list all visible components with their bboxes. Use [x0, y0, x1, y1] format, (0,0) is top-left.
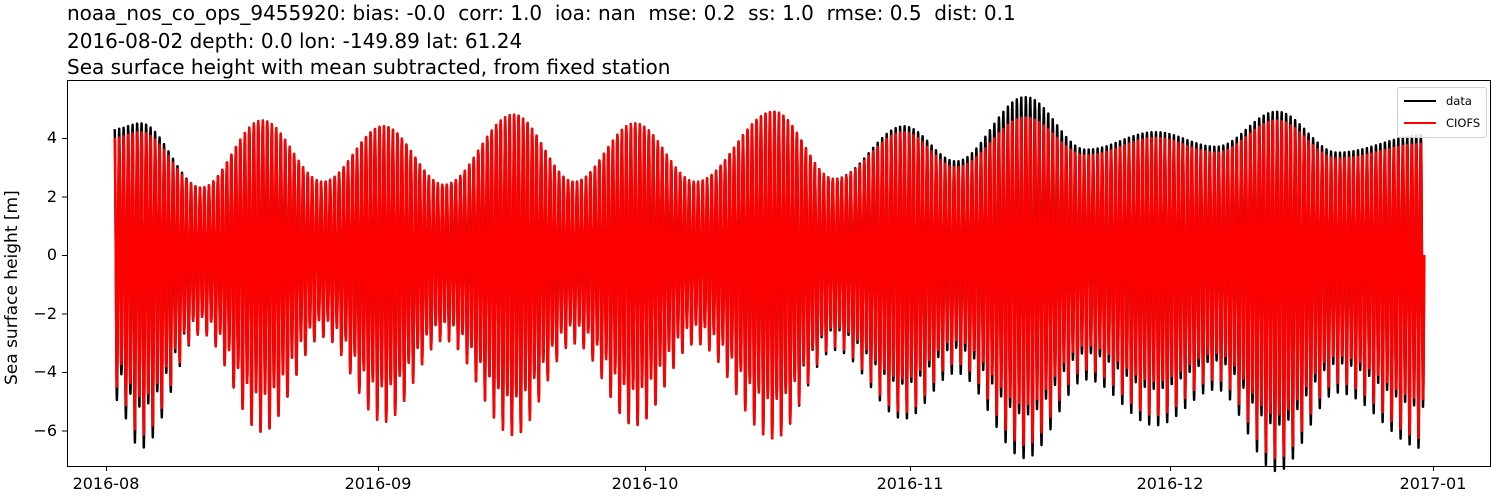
- tick-layer: [62, 138, 1434, 471]
- legend-item-ciofs: CIOFS: [1404, 115, 1480, 131]
- y-tick-label: −2: [33, 303, 57, 323]
- legend-label-ciofs: CIOFS: [1446, 116, 1481, 130]
- x-tick-label: 2017-01: [1399, 474, 1467, 493]
- y-tick-label: 2: [46, 186, 57, 206]
- y-tick-label: −4: [33, 362, 57, 381]
- legend-swatch-data: [1404, 100, 1436, 102]
- axes-frame: [67, 80, 1491, 467]
- x-tick-label: 2016-12: [1136, 474, 1204, 493]
- series-layer: [113, 95, 1426, 473]
- legend-item-data: data: [1404, 93, 1472, 109]
- x-tick-label: 2016-11: [876, 474, 944, 493]
- y-tick-label: 0: [46, 245, 57, 264]
- x-tick-label: 2016-09: [344, 474, 412, 493]
- x-tick-label: 2016-10: [611, 474, 679, 493]
- x-tick-label: 2016-08: [72, 474, 140, 493]
- chart-title-location: 2016-08-02 depth: 0.0 lon: -149.89 lat: …: [67, 29, 523, 53]
- legend: data CIOFS: [1397, 87, 1487, 138]
- chart-title-description: Sea surface height with mean subtracted,…: [67, 55, 671, 79]
- chart-title-metrics: noaa_nos_co_ops_9455920: bias: -0.0 corr…: [67, 1, 1016, 25]
- y-tick-label: 4: [46, 128, 57, 147]
- legend-swatch-ciofs: [1404, 122, 1436, 124]
- legend-label-data: data: [1446, 94, 1472, 108]
- series-line-ciofs: [113, 110, 1426, 460]
- y-tick-label: −6: [33, 420, 57, 440]
- y-axis-label: Sea surface height [m]: [2, 190, 22, 385]
